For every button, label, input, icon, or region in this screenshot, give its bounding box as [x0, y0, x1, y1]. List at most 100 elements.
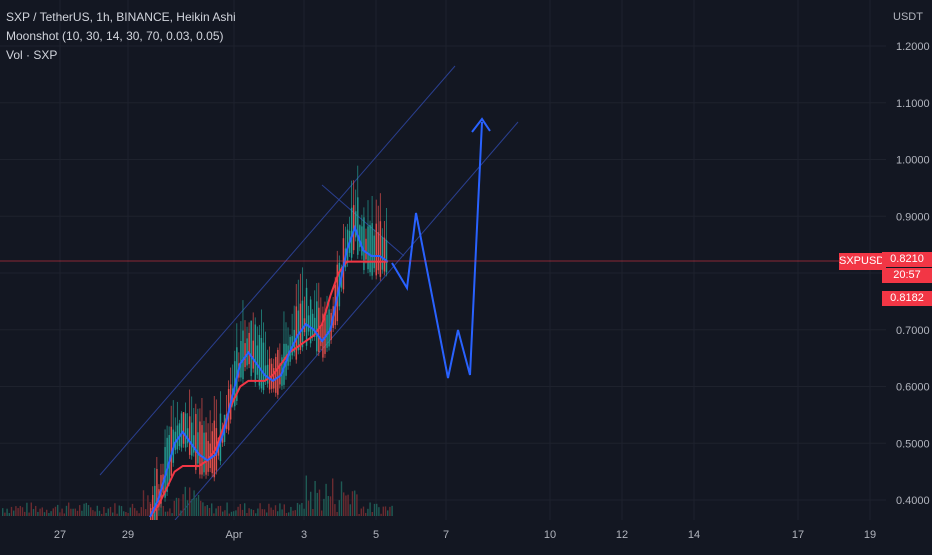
volume-bar	[101, 513, 103, 516]
volume-bar	[347, 494, 349, 516]
volume-bar	[186, 500, 189, 516]
candle-body	[262, 342, 265, 391]
candle-body	[268, 358, 271, 390]
price-tick-label: 1.1000	[896, 98, 930, 110]
time-axis: 27 29 Apr 3 5 7 10 12 14 17 19	[0, 520, 886, 550]
candle-body	[320, 325, 322, 347]
candle-body	[246, 338, 248, 366]
volume-bar	[140, 507, 142, 516]
candle-body	[352, 205, 355, 251]
volume-bar	[173, 500, 175, 516]
price-unit: USDT	[893, 11, 923, 23]
volume-bar	[195, 497, 197, 516]
volume-bar	[72, 508, 74, 516]
second-price-tag: 0.8182	[882, 291, 932, 306]
volume-bar	[127, 513, 129, 516]
candle-body	[371, 223, 373, 276]
channel-lower-line	[174, 121, 519, 521]
volume-bar	[103, 506, 105, 516]
volume-bar	[81, 510, 83, 516]
time-tick-label: 12	[616, 529, 628, 541]
symbol-price-tag: SXPUSDT	[839, 253, 891, 270]
volume-bar	[228, 513, 230, 516]
volume-bar	[171, 513, 173, 516]
candle-body	[203, 432, 205, 473]
volume-bar	[345, 495, 347, 516]
volume-bar	[118, 505, 120, 516]
candle-body	[279, 363, 281, 385]
volume-bar	[15, 506, 17, 516]
candle-body	[191, 422, 193, 456]
volume-bar	[343, 492, 345, 516]
candle-body	[248, 332, 250, 365]
volume-bar	[365, 512, 367, 516]
volume-bar	[112, 512, 114, 516]
volume-bar	[257, 508, 259, 516]
volume-bar	[292, 510, 294, 516]
volume-bar	[268, 503, 270, 516]
trend-channel	[99, 65, 519, 521]
volume-bar	[255, 513, 257, 516]
projection-line	[391, 121, 483, 379]
candle-body	[326, 314, 328, 348]
volume-bar	[351, 491, 354, 516]
candle-body	[350, 207, 353, 258]
indicator-title[interactable]: Moonshot (10, 30, 14, 30, 70, 0.03, 0.05…	[6, 29, 224, 43]
price-tick-label: 1.2000	[896, 41, 930, 53]
volume-bar	[277, 511, 279, 516]
volume-bar	[63, 513, 65, 516]
volume-bar	[274, 505, 277, 516]
volume-bar	[387, 510, 389, 516]
volume-bar	[244, 503, 246, 516]
volume-bar	[272, 509, 274, 516]
candle-body	[367, 226, 369, 270]
volume-bar	[48, 513, 50, 516]
candle-body	[154, 485, 156, 523]
volume-bar	[208, 507, 211, 516]
volume-bar	[235, 510, 237, 516]
symbol-title[interactable]: SXP / TetherUS, 1h, BINANCE, Heikin Ashi	[6, 10, 236, 24]
volume-bar	[68, 502, 70, 516]
volume-bar	[129, 507, 131, 516]
volume-bar	[76, 510, 79, 516]
volume-bar	[21, 507, 24, 516]
volume-bar	[281, 509, 283, 516]
volume-bar	[323, 498, 325, 516]
volume-bar	[39, 508, 41, 516]
candle-body	[193, 435, 195, 453]
candle-body	[205, 432, 207, 475]
volume-bar	[334, 504, 336, 516]
volume-bar	[59, 512, 61, 516]
volume-bar	[283, 504, 285, 516]
price-tick-label: 0.7000	[896, 325, 930, 337]
candle-body	[244, 343, 246, 368]
candle-body	[242, 330, 244, 380]
time-tick-label: Apr	[225, 529, 242, 541]
volume-bar	[206, 504, 208, 516]
volume-title[interactable]: Vol · SXP	[6, 48, 58, 62]
candle-body	[182, 412, 185, 444]
volume-bar	[145, 509, 147, 516]
volume-bar	[246, 512, 248, 516]
volume-bar	[57, 504, 59, 516]
candle-body	[322, 313, 324, 358]
volume-bar	[301, 502, 303, 516]
candle-body	[297, 310, 300, 351]
volume-bar	[391, 505, 393, 516]
volume-bar	[329, 496, 332, 516]
volume-bar	[288, 512, 290, 516]
volume-bar	[360, 508, 362, 516]
fast-line	[149, 224, 389, 518]
volume-bar	[318, 489, 321, 516]
volume-bar	[354, 490, 356, 516]
time-tick-label: 10	[544, 529, 556, 541]
volume-bar	[167, 511, 169, 516]
time-tick-label: 5	[373, 529, 379, 541]
candle-body	[301, 300, 304, 348]
channel-upper-line	[99, 65, 456, 476]
candle-body	[379, 221, 382, 277]
volume-bar	[252, 510, 255, 516]
volume-bar	[164, 511, 167, 516]
